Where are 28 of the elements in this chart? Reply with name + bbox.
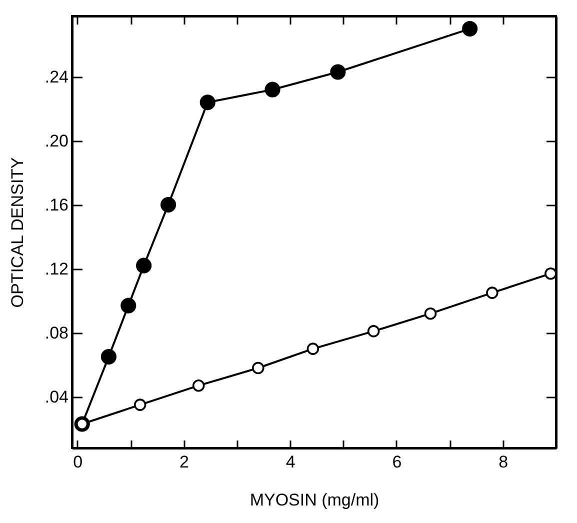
point — [192, 379, 205, 392]
point — [424, 307, 437, 320]
point — [120, 298, 136, 314]
x-tick-label: 4 — [286, 452, 296, 472]
point — [486, 286, 498, 299]
x-tick-label: 8 — [498, 452, 508, 472]
point — [367, 325, 380, 338]
x-tick-label: 6 — [392, 452, 402, 472]
y-tick-label: .12 — [44, 259, 68, 278]
y-tick-label: .08 — [44, 323, 68, 342]
point — [134, 398, 146, 411]
point — [252, 362, 264, 374]
x-tick-label: 0 — [73, 452, 83, 472]
point — [462, 21, 478, 37]
point — [306, 342, 320, 355]
y-axis-title: OPTICAL DENSITY — [8, 157, 27, 308]
point — [200, 94, 216, 110]
y-tick-label: .24 — [44, 67, 68, 86]
y-tick-label: .04 — [44, 387, 68, 406]
y-tick-label: .20 — [44, 131, 68, 150]
x-tick-label: 2 — [179, 452, 189, 472]
point — [264, 82, 280, 98]
y-tick-label: .16 — [44, 195, 68, 214]
point — [160, 197, 176, 213]
point — [136, 258, 152, 274]
point — [100, 349, 116, 365]
point — [330, 64, 346, 80]
x-axis-title: MYOSIN (mg/ml) — [250, 490, 380, 510]
